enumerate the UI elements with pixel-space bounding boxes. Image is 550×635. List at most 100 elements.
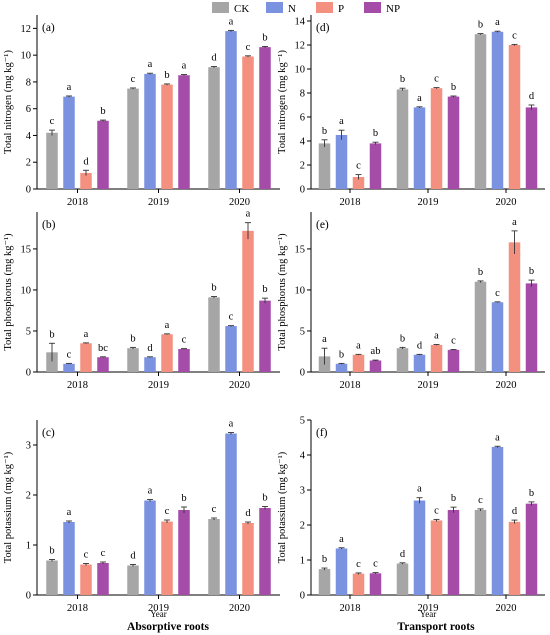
- significance-letter: c: [373, 559, 378, 570]
- bar-p: [352, 354, 365, 372]
- significance-letter: c: [165, 506, 170, 517]
- y-tick-label: 3: [26, 441, 31, 452]
- y-axis-label: Total potassium (mg kg⁻¹): [3, 451, 14, 563]
- bar-ck: [474, 34, 487, 190]
- bar-ck: [396, 348, 409, 372]
- significance-letter: c: [182, 335, 187, 346]
- x-tick-label: 2018: [340, 197, 361, 208]
- x-tick-label: 2019: [418, 380, 439, 391]
- y-tick-label: 1: [300, 556, 305, 567]
- bar-ck: [318, 143, 331, 189]
- panel-a: 0 2 4 6 8 10 12 (a) Total nitrogen (mg kg⁻¹) c a d b…: [3, 15, 280, 208]
- significance-letter: c: [101, 548, 106, 559]
- bar-np: [369, 143, 382, 189]
- y-tick-label: 2: [300, 161, 305, 172]
- panel-label: (e): [316, 219, 329, 231]
- y-tick-label: 8: [300, 89, 305, 100]
- bar-p: [430, 520, 443, 595]
- significance-letter: a: [182, 61, 187, 72]
- significance-letter: a: [356, 340, 361, 351]
- significance-letter: a: [434, 331, 439, 342]
- bar-np: [97, 120, 109, 189]
- significance-letter: a: [148, 486, 153, 497]
- legend-swatch: [212, 2, 229, 13]
- bar-n: [335, 548, 348, 595]
- bar-n: [225, 433, 237, 595]
- significance-letter: a: [417, 93, 422, 104]
- y-tick-label: 6: [300, 113, 305, 124]
- significance-letter: c: [512, 30, 517, 41]
- y-tick-label: 10: [21, 285, 32, 296]
- legend-swatch: [364, 2, 381, 13]
- bar-n: [225, 31, 237, 189]
- significance-letter: c: [356, 559, 361, 570]
- x-tick-label: 2019: [418, 603, 439, 614]
- panel-label: (a): [42, 22, 55, 34]
- significance-letter: a: [165, 320, 170, 331]
- y-tick-label: 0: [26, 368, 31, 379]
- y-tick-label: 2: [26, 158, 31, 169]
- y-tick-label: 2: [26, 491, 31, 502]
- x-tick-label: 2019: [148, 380, 169, 391]
- y-tick-label: 6: [26, 104, 31, 115]
- x-tick-label: 2018: [67, 197, 88, 208]
- bar-ck: [127, 348, 139, 372]
- significance-letter: c: [246, 42, 251, 53]
- significance-letter: a: [246, 209, 251, 220]
- bar-ck: [208, 297, 220, 372]
- significance-letter: b: [130, 333, 135, 344]
- significance-letter: b: [400, 74, 405, 85]
- bar-ck: [208, 519, 220, 595]
- bar-n: [225, 326, 237, 372]
- bar-n: [63, 363, 75, 372]
- y-axis-label: Total nitrogen (mg kg⁻¹): [3, 50, 14, 154]
- significance-letter: c: [67, 349, 72, 360]
- bar-np: [97, 563, 109, 595]
- y-tick-label: 0: [300, 185, 305, 196]
- bar-n: [63, 96, 75, 189]
- y-tick-label: 10: [295, 65, 306, 76]
- significance-letter: a: [339, 116, 344, 127]
- significance-letter: a: [322, 334, 327, 345]
- x-tick-label: 2018: [67, 603, 88, 614]
- bar-ck: [127, 88, 139, 189]
- y-axis-label: Total nitrogen (mg kg⁻¹): [277, 50, 288, 154]
- bar-ck: [127, 565, 139, 595]
- y-tick-label: 12: [295, 41, 306, 52]
- significance-letter: d: [400, 549, 406, 560]
- bar-p: [430, 88, 443, 189]
- significance-letter: d: [83, 156, 89, 167]
- bar-np: [447, 509, 460, 595]
- y-axis-label: Total phosphorus (mg kg⁻¹): [277, 233, 288, 351]
- bar-n: [491, 31, 504, 189]
- significance-letter: a: [495, 17, 500, 28]
- x-tick-label: 2019: [418, 197, 439, 208]
- bar-p: [80, 172, 92, 189]
- bar-p: [161, 84, 173, 189]
- x-tick-label: 2020: [229, 197, 250, 208]
- significance-letter: b: [262, 493, 267, 504]
- significance-letter: c: [434, 505, 439, 516]
- bar-n: [491, 302, 504, 372]
- significance-letter: a: [67, 82, 72, 93]
- y-tick-label: 2: [300, 521, 305, 532]
- bar-p: [80, 343, 92, 372]
- significance-letter: b: [164, 70, 169, 81]
- legend-label: CK: [234, 3, 249, 15]
- y-tick-label: 0: [26, 591, 31, 602]
- group-label-right: Transport roots: [397, 621, 475, 633]
- significance-letter: c: [131, 74, 136, 85]
- significance-letter: a: [67, 507, 72, 518]
- y-tick-label: 3: [300, 486, 305, 497]
- significance-letter: c: [478, 495, 483, 506]
- y-tick-label: 4: [26, 131, 32, 142]
- significance-letter: b: [529, 266, 534, 277]
- x-tick-label: 2020: [229, 380, 250, 391]
- legend-item-n: N: [266, 2, 296, 15]
- x-tick-label: 2018: [340, 603, 361, 614]
- panel-label: (c): [42, 427, 55, 439]
- y-tick-label: 14: [295, 17, 306, 28]
- significance-letter: b: [529, 488, 534, 499]
- bar-p: [430, 344, 443, 372]
